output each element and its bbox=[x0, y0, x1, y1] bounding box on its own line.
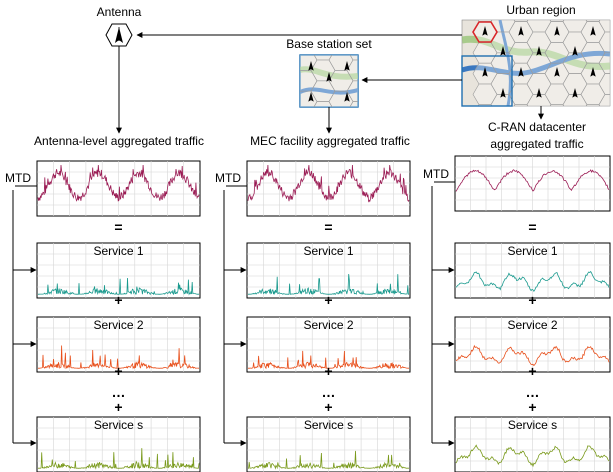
mec-aggregate-panel bbox=[246, 160, 411, 217]
cran-operator-0: = bbox=[528, 219, 536, 235]
mec-service1-panel-trace bbox=[247, 273, 409, 296]
antenna-aggregate-panel-trace bbox=[37, 164, 200, 202]
mtd-label-antenna: MTD bbox=[5, 171, 31, 185]
cran-agg-label-line2: aggregated traffic bbox=[490, 137, 583, 151]
base-station-map bbox=[299, 54, 359, 108]
cran-service1-panel-label: Service 1 bbox=[507, 244, 557, 258]
cran-services-panel-label: Service s bbox=[508, 418, 557, 432]
antenna-operator-2: + bbox=[114, 363, 122, 379]
antenna-mtd-wiring bbox=[12, 185, 37, 446]
cran-operator-1: + bbox=[528, 292, 536, 308]
antenna-operator-1: + bbox=[114, 292, 122, 308]
antenna-service1-panel-label: Service 1 bbox=[93, 244, 143, 258]
antenna-services-panel: Service s bbox=[36, 416, 201, 472]
mec-operator-1: + bbox=[324, 292, 332, 308]
mec-operator-3: … bbox=[322, 384, 336, 400]
mec-service1-panel: Service 1 bbox=[246, 242, 411, 299]
base-station-set-label: Base station set bbox=[286, 37, 372, 51]
cran-service2-panel-trace bbox=[455, 344, 610, 367]
antenna-operator-4: + bbox=[114, 399, 122, 415]
mec-services-panel-label: Service s bbox=[304, 418, 353, 432]
cran-services-panel: Service s bbox=[454, 416, 611, 472]
urban-region-map bbox=[461, 19, 611, 107]
mec-operator-0: = bbox=[324, 219, 332, 235]
antenna-service2-panel: Service 2 bbox=[36, 316, 201, 373]
mec-aggregate-panel-trace bbox=[247, 164, 410, 203]
cran-service2-panel-label: Service 2 bbox=[507, 318, 557, 332]
antenna-service1-panel-trace bbox=[37, 277, 199, 296]
mec-service2-panel-trace bbox=[247, 350, 409, 370]
antenna-services-panel-trace bbox=[37, 448, 200, 470]
cran-operator-2: + bbox=[528, 363, 536, 379]
cran-aggregate-panel bbox=[454, 155, 611, 212]
mtd-label-mec: MTD bbox=[215, 171, 241, 185]
mec-agg-label: MEC facility aggregated traffic bbox=[250, 134, 410, 148]
antenna-agg-label: Antenna-level aggregated traffic bbox=[34, 134, 204, 148]
antenna-operator-3: … bbox=[112, 384, 126, 400]
cran-mtd-wiring bbox=[431, 181, 455, 446]
cran-service2-panel: Service 2 bbox=[454, 316, 611, 373]
mec-service2-panel-label: Service 2 bbox=[303, 318, 353, 332]
cran-agg-label-line1: C-RAN datacenter bbox=[488, 120, 586, 134]
mec-service1-panel-label: Service 1 bbox=[303, 244, 353, 258]
mec-mtd-wiring bbox=[223, 185, 247, 446]
antenna-aggregate-panel bbox=[36, 160, 201, 217]
cran-operator-4: + bbox=[528, 399, 536, 415]
mec-operator-4: + bbox=[324, 399, 332, 415]
cran-service1-panel: Service 1 bbox=[454, 242, 611, 299]
mtd-label-cran: MTD bbox=[423, 167, 449, 181]
mec-services-panel: Service s bbox=[246, 416, 411, 472]
antenna-label: Antenna bbox=[97, 5, 142, 19]
antenna-services-panel-label: Service s bbox=[94, 418, 143, 432]
antenna-service1-panel: Service 1 bbox=[36, 242, 201, 299]
antenna-icon bbox=[105, 23, 133, 47]
cran-operator-3: … bbox=[526, 384, 540, 400]
cran-service1-panel-trace bbox=[455, 270, 610, 293]
top-connectors bbox=[116, 32, 544, 134]
urban-region-label: Urban region bbox=[506, 3, 575, 17]
antenna-service2-panel-trace bbox=[37, 345, 199, 370]
cran-aggregate-panel-trace bbox=[455, 169, 610, 192]
cran-services-panel-trace bbox=[455, 444, 610, 468]
mec-service2-panel: Service 2 bbox=[246, 316, 411, 373]
antenna-operator-0: = bbox=[114, 219, 122, 235]
antenna-service2-panel-label: Service 2 bbox=[93, 318, 143, 332]
mec-operator-2: + bbox=[324, 363, 332, 379]
mec-services-panel-trace bbox=[247, 450, 409, 470]
